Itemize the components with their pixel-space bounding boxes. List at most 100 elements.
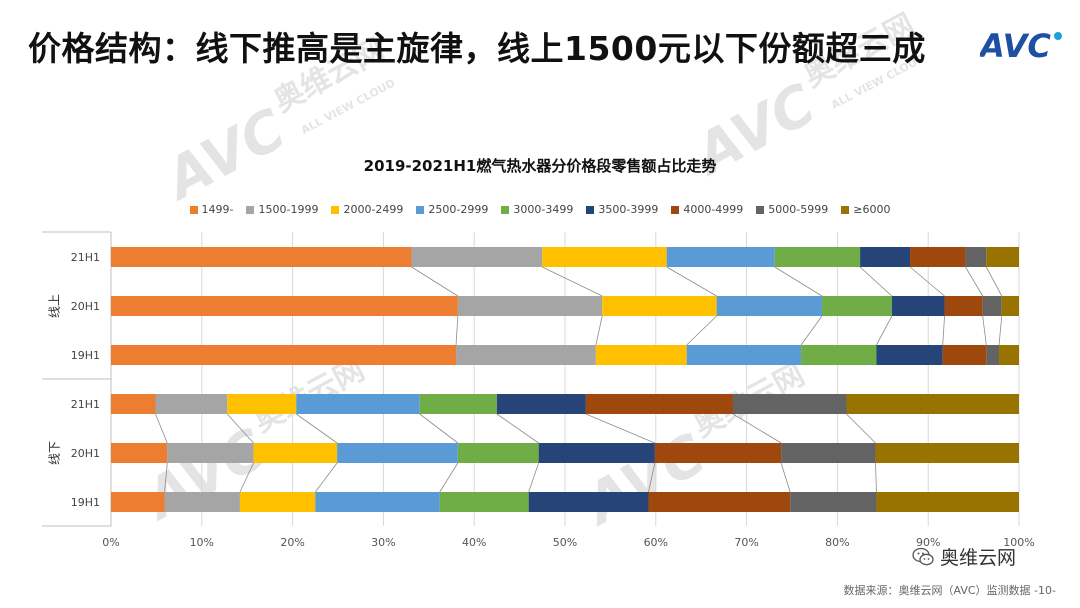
bar-segment [457,443,539,463]
series-connector-line [982,315,987,346]
bar-segment [648,492,791,512]
series-connector-line [439,462,459,493]
bar-segment [419,394,497,414]
bar-segment [876,492,1019,512]
bar-segment [965,247,987,267]
bar-segment [875,443,1019,463]
bar-segment [155,394,228,414]
legend-label: 2500-2999 [428,203,489,216]
bar-segment [821,296,892,316]
legend-item: 5000-5999 [756,203,828,216]
bar-segment [542,247,667,267]
legend-swatch [246,205,255,214]
bar-segment [496,394,586,414]
legend-label: 3500-3999 [598,203,659,216]
series-connector-line [846,413,876,444]
category-label: 19H1 [71,349,100,362]
bar-segment [296,394,420,414]
category-label: 21H1 [71,251,100,264]
x-tick-label: 10% [190,536,214,549]
series-connector-line [595,315,603,346]
bar-segment [986,345,1000,365]
legend-label: 5000-5999 [768,203,829,216]
bar-segment [716,296,822,316]
bar-segment [801,345,877,365]
series-connector-line [419,413,459,444]
x-tick-label: 40% [462,536,486,549]
x-tick-label: 30% [371,536,395,549]
series-connector-line [909,266,945,297]
series-connector-line [239,462,254,493]
legend-label: 4000-4999 [683,203,744,216]
series-connector-line [859,266,893,297]
x-tick-label: 60% [644,536,668,549]
bar-segment [602,296,717,316]
series-connector-line [496,413,539,444]
bar-segment [253,443,338,463]
legend-swatch [189,205,198,214]
legend-swatch [416,205,425,214]
group-label: 线上 [48,294,62,318]
x-tick-label: 0% [102,536,119,549]
chart-title: 2019-2021H1燃气热水器分价格段零售额占比走势 [363,157,717,175]
series-connector-line [875,462,877,493]
series-connector-line [965,266,984,297]
series-connector-line [780,462,791,493]
legend-label: 2000-2499 [343,203,404,216]
legend-label: 3000-3499 [513,203,574,216]
legend-item: 2500-2999 [416,203,488,216]
x-tick-label: 100% [1003,536,1034,549]
bar-segment [111,345,457,365]
bar-segment [891,296,945,316]
bar-segment [337,443,458,463]
legend-item: 2000-2499 [331,203,403,216]
bar-segment [111,492,165,512]
legend-item: 1500-1999 [246,203,318,216]
bar-segment [1001,296,1019,316]
wechat-icon [912,547,934,565]
legend-item: 4000-4999 [671,203,743,216]
bar-segment [411,247,543,267]
series-connector-line [800,315,823,346]
category-label: 21H1 [71,398,100,411]
x-tick-label: 20% [280,536,304,549]
legend-item: 1499- [189,203,233,216]
legend-swatch [586,205,595,214]
series-connector-line [226,413,254,444]
bar-segment [944,296,983,316]
bar-segment [456,345,596,365]
bar-segment [164,492,240,512]
legend-swatch [756,205,765,214]
bar-segment [774,247,861,267]
wechat-label: 奥维云网 [940,547,1017,569]
series-connector-line [666,266,717,297]
series-connector-line [296,413,338,444]
bar-segment [111,394,156,414]
bar-segment [315,492,440,512]
x-tick-label: 50% [553,536,577,549]
wechat-badge: 奥维云网 [912,543,1016,570]
data-source-footer: 数据来源：奥维云网（AVC）监测数据 -10- [843,584,1056,597]
bar-segment [876,345,943,365]
bar-segment [239,492,316,512]
series-connector-line [774,266,823,297]
bar-segment [986,247,1019,267]
bar-segment [686,345,802,365]
category-label: 20H1 [71,447,100,460]
series-connector-line [411,266,459,297]
series-connector-line [314,462,338,493]
group-label: 线下 [48,441,62,465]
bar-segment [111,296,458,316]
bar-segment [167,443,254,463]
bar-segment [910,247,966,267]
bar-segment [666,247,775,267]
bar-segment [942,345,987,365]
bar-segment [982,296,1002,316]
series-connector-line [155,413,168,444]
bar-segment [439,492,529,512]
bar-segment [732,394,847,414]
bar-segment [846,394,1019,414]
series-connector-line [528,462,540,493]
page-title: 价格结构：线下推高是主旋律，线上1500元以下份额超三成 [28,29,926,68]
